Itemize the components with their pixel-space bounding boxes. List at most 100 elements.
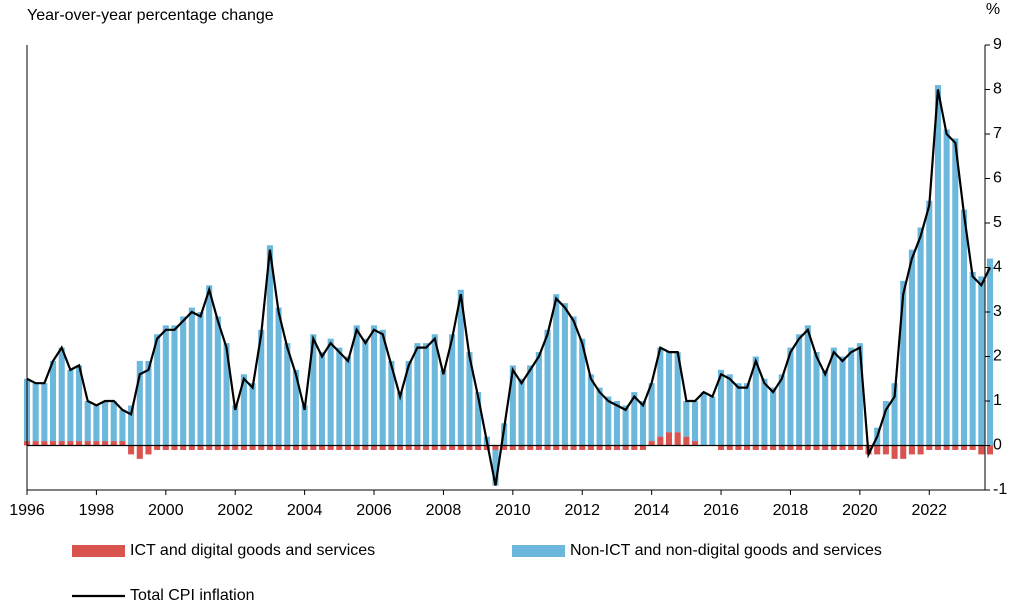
- bar: [587, 374, 594, 446]
- bar: [787, 445, 794, 450]
- bar: [891, 383, 898, 446]
- bar: [787, 347, 794, 446]
- bar: [622, 405, 629, 446]
- bar: [986, 445, 994, 455]
- bar: [292, 445, 299, 450]
- bar: [154, 445, 161, 450]
- bar: [908, 249, 915, 446]
- bar: [431, 445, 438, 450]
- bar: [362, 338, 369, 446]
- bar: [822, 445, 829, 450]
- bar: [579, 445, 586, 450]
- y-tick-label: 0: [993, 437, 1002, 454]
- bar: [232, 445, 239, 450]
- bar: [674, 432, 681, 446]
- bar: [683, 401, 690, 437]
- bar: [353, 325, 360, 446]
- bar: [917, 227, 924, 446]
- bar: [414, 445, 421, 450]
- bar: [752, 445, 759, 450]
- bar: [770, 445, 777, 450]
- bar: [197, 445, 204, 450]
- bar: [891, 445, 898, 459]
- bar: [301, 405, 308, 446]
- bar: [67, 441, 74, 446]
- bar: [691, 441, 699, 446]
- bar: [908, 445, 915, 455]
- y-tick-label: 1: [993, 392, 1002, 409]
- bar: [76, 441, 83, 446]
- bar: [249, 445, 256, 450]
- bar: [197, 312, 204, 446]
- bar: [561, 445, 568, 450]
- y-tick-label: 9: [993, 36, 1002, 53]
- bar: [275, 307, 282, 446]
- bar: [214, 316, 221, 446]
- bar: [93, 441, 100, 446]
- line: [26, 89, 991, 486]
- bar: [570, 316, 577, 446]
- bar: [67, 369, 74, 442]
- bar: [813, 445, 820, 450]
- bar: [301, 445, 308, 450]
- bar: [102, 401, 109, 442]
- bar: [839, 356, 846, 446]
- bar: [943, 129, 950, 446]
- chart-title: Year-over-year percentage change: [27, 7, 274, 24]
- bar: [986, 258, 994, 446]
- bar: [952, 138, 959, 446]
- bar: [336, 445, 343, 450]
- bar: [804, 445, 811, 450]
- bar: [960, 445, 968, 450]
- bar: [145, 360, 152, 446]
- bar: [379, 445, 386, 450]
- x-tick-label: 2012: [564, 502, 600, 519]
- bar: [258, 445, 265, 450]
- bar: [596, 387, 603, 446]
- bar: [535, 352, 542, 446]
- bar: [457, 445, 464, 450]
- bar: [431, 334, 438, 446]
- bar: [388, 445, 395, 450]
- y-unit: %: [986, 1, 1000, 18]
- bar: [362, 445, 369, 450]
- bar: [206, 285, 213, 446]
- bar: [822, 369, 829, 446]
- bar: [466, 352, 473, 446]
- x-tick-label: 2022: [911, 502, 947, 519]
- bar: [830, 445, 837, 450]
- bar: [969, 445, 976, 450]
- bar: [449, 445, 456, 450]
- bar: [32, 383, 39, 442]
- x-tick-label: 2016: [703, 502, 739, 519]
- bar: [509, 365, 516, 446]
- bar: [744, 383, 751, 446]
- bar: [509, 445, 516, 450]
- x-tick-label: 2020: [842, 502, 878, 519]
- bar: [631, 392, 638, 446]
- bar: [613, 445, 620, 450]
- bar: [544, 329, 551, 446]
- bar: [657, 347, 664, 437]
- bar: [318, 352, 326, 446]
- bar: [162, 325, 169, 446]
- bar: [232, 405, 239, 446]
- bar: [102, 441, 109, 446]
- bar: [926, 445, 933, 450]
- bar: [41, 441, 48, 446]
- bar: [58, 347, 65, 442]
- legend-swatch: [512, 545, 565, 557]
- bar: [934, 445, 941, 450]
- bar: [171, 445, 178, 450]
- bar: [900, 445, 907, 459]
- bar: [492, 445, 499, 450]
- legend-label: Non-ICT and non-digital goods and servic…: [570, 542, 882, 559]
- x-tick-label: 2008: [426, 502, 462, 519]
- bar: [613, 401, 620, 446]
- bar: [180, 316, 187, 446]
- bar: [848, 347, 855, 446]
- legend-swatch: [72, 545, 125, 557]
- bar: [128, 405, 135, 446]
- x-tick-label: 2018: [773, 502, 809, 519]
